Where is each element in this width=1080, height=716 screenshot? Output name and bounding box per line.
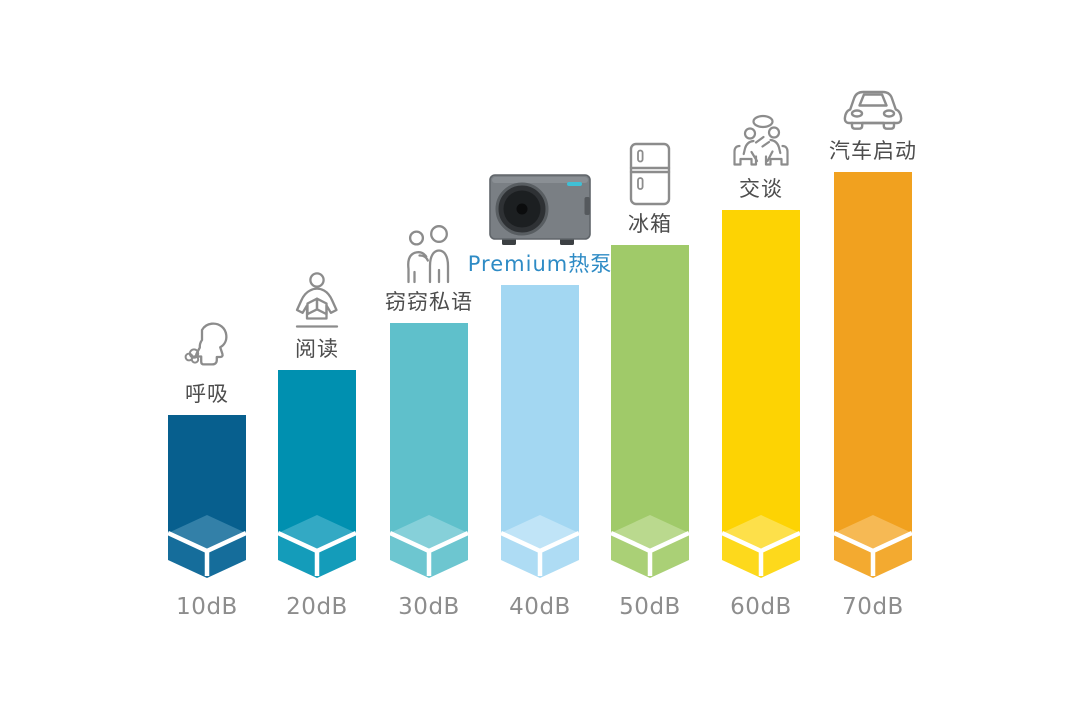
bar-column: [722, 210, 800, 534]
activity-label-10dB: 呼吸: [185, 382, 229, 406]
whisper-icon: [400, 221, 458, 285]
bar-column: [390, 323, 468, 534]
db-axis-label-70dB: 70dB: [842, 594, 904, 620]
bar-group-50dB: [610, 245, 690, 578]
cube-edge-lines: [833, 530, 913, 576]
cube-edge-lines: [500, 530, 580, 576]
bar-column: [501, 285, 579, 534]
cube-right-face: [873, 533, 912, 578]
cube-right-face: [761, 533, 800, 578]
cube-edge-lines: [167, 530, 247, 576]
fridge-icon: [627, 141, 673, 207]
bar-column: [278, 370, 356, 534]
activity-label-40dB: Premium热泵: [467, 252, 613, 276]
activity-label-50dB: 冰箱: [628, 212, 672, 236]
cube-left-face: [611, 533, 650, 578]
cube-right-face: [650, 533, 689, 578]
activity-label-20dB: 阅读: [295, 337, 339, 361]
bar-column: [611, 245, 689, 534]
bar-group-20dB: [277, 370, 357, 578]
cube-left-face: [834, 533, 873, 578]
cube-edge-lines: [277, 530, 357, 576]
breathing-icon: [180, 321, 234, 377]
reading-icon: [287, 270, 347, 332]
cube-edge-lines: [389, 530, 469, 576]
bar-group-30dB: [389, 323, 469, 578]
db-axis-label-30dB: 30dB: [398, 594, 460, 620]
activity-label-70dB: 汽车启动: [829, 139, 917, 163]
bar-column: [168, 415, 246, 534]
bar-group-10dB: [167, 415, 247, 578]
car-icon: [842, 78, 904, 134]
cube-left-face: [390, 533, 429, 578]
activity-label-30dB: 窃窃私语: [385, 290, 473, 314]
cube-edge-lines: [721, 530, 801, 576]
bar-group-60dB: [721, 210, 801, 578]
db-axis-label-20dB: 20dB: [286, 594, 348, 620]
bar-column: [834, 172, 912, 534]
cube-left-face: [278, 533, 317, 578]
cube-edge-lines: [610, 530, 690, 576]
db-axis-label-10dB: 10dB: [176, 594, 238, 620]
db-axis-label-60dB: 60dB: [730, 594, 792, 620]
cube-right-face: [540, 533, 579, 578]
cube-left-face: [722, 533, 761, 578]
conversation-icon: [730, 114, 792, 172]
activity-label-60dB: 交谈: [739, 177, 783, 201]
cube-left-face: [501, 533, 540, 578]
cube-left-face: [168, 533, 207, 578]
heat-pump-image: [488, 169, 592, 247]
db-axis-label-40dB: 40dB: [509, 594, 571, 620]
cube-right-face: [207, 533, 246, 578]
cube-right-face: [429, 533, 468, 578]
db-axis-label-50dB: 50dB: [619, 594, 681, 620]
cube-right-face: [317, 533, 356, 578]
bar-group-70dB: [833, 172, 913, 578]
bar-group-40dB: [500, 285, 580, 578]
